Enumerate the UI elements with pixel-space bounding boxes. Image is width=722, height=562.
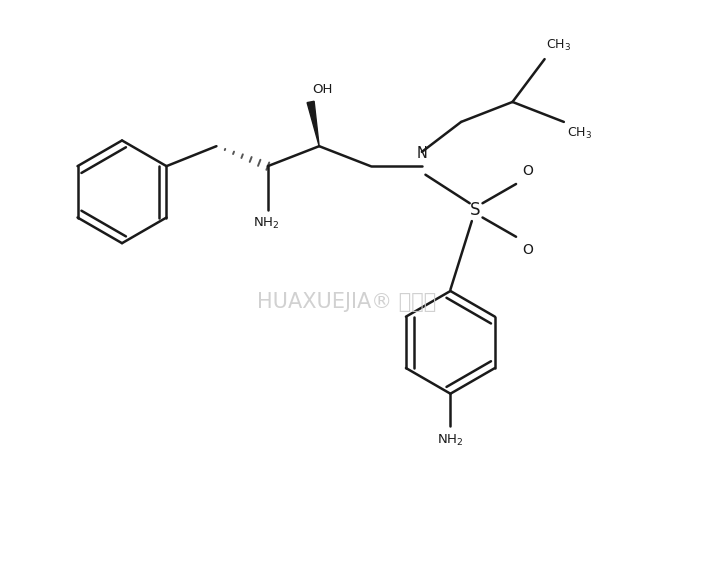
Text: O: O [523,243,534,257]
Text: HUAXUEJIA® 化学家: HUAXUEJIA® 化学家 [257,292,436,312]
Text: NH$_2$: NH$_2$ [438,433,464,448]
Text: O: O [523,164,534,178]
Text: CH$_3$: CH$_3$ [546,38,571,53]
Text: N: N [417,146,427,161]
Text: S: S [470,201,481,219]
Text: OH: OH [312,83,332,96]
Polygon shape [307,101,319,146]
Text: NH$_2$: NH$_2$ [253,216,279,231]
Text: CH$_3$: CH$_3$ [567,125,593,140]
